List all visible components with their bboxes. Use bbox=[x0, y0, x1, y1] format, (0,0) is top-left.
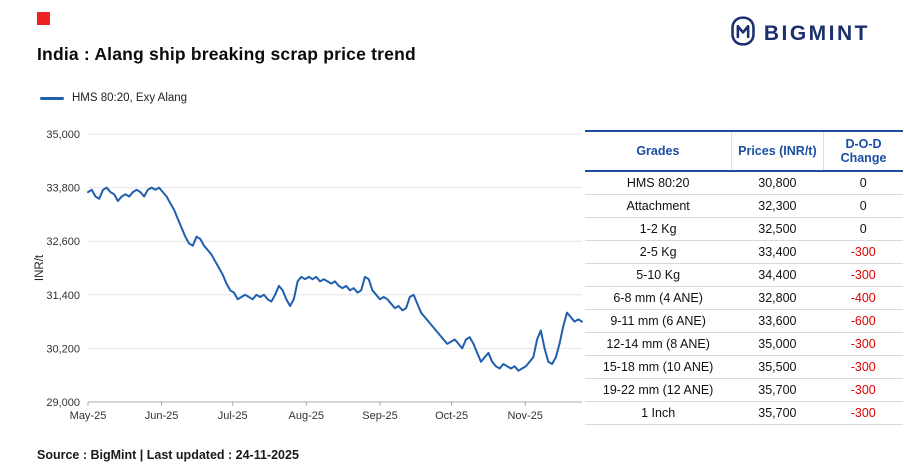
table-row: Attachment 32,300 0 bbox=[585, 194, 903, 218]
change-cell: -300 bbox=[823, 401, 903, 425]
source-note: Source : BigMint | Last updated : 24-11-… bbox=[37, 448, 299, 462]
price-table-container: Grades Prices (INR/t) D-O-D Change HMS 8… bbox=[585, 130, 903, 425]
price-cell: 32,800 bbox=[731, 286, 824, 310]
svg-text:31,400: 31,400 bbox=[46, 290, 80, 302]
price-cell: 32,300 bbox=[731, 194, 824, 218]
grade-cell: 1-2 Kg bbox=[585, 217, 732, 241]
svg-text:Sep-25: Sep-25 bbox=[362, 410, 397, 422]
change-cell: -300 bbox=[823, 240, 903, 264]
grade-cell: Attachment bbox=[585, 194, 732, 218]
svg-text:35,000: 35,000 bbox=[46, 129, 80, 141]
red-square-mark bbox=[37, 12, 50, 25]
bigmint-logo: BIGMINT bbox=[730, 16, 870, 51]
svg-text:32,600: 32,600 bbox=[46, 236, 80, 248]
table-row: HMS 80:20 30,800 0 bbox=[585, 171, 903, 195]
price-cell: 35,700 bbox=[731, 401, 824, 425]
price-table: Grades Prices (INR/t) D-O-D Change HMS 8… bbox=[585, 130, 903, 425]
table-header-row: Grades Prices (INR/t) D-O-D Change bbox=[585, 130, 903, 172]
change-cell: 0 bbox=[823, 194, 903, 218]
svg-text:INR/t: INR/t bbox=[34, 254, 46, 281]
grade-cell: 15-18 mm (10 ANE) bbox=[585, 355, 732, 379]
price-cell: 33,600 bbox=[731, 309, 824, 333]
svg-text:Oct-25: Oct-25 bbox=[435, 410, 468, 422]
grade-cell: 9-11 mm (6 ANE) bbox=[585, 309, 732, 333]
svg-text:Jul-25: Jul-25 bbox=[218, 410, 248, 422]
svg-text:33,800: 33,800 bbox=[46, 183, 80, 195]
grade-cell: 19-22 mm (12 ANE) bbox=[585, 378, 732, 402]
bigmint-logo-text: BIGMINT bbox=[763, 21, 870, 45]
svg-text:May-25: May-25 bbox=[70, 410, 107, 422]
dod-change-column-header: D-O-D Change bbox=[822, 130, 903, 172]
table-row: 1-2 Kg 32,500 0 bbox=[585, 217, 903, 241]
table-row: 2-5 Kg 33,400 -300 bbox=[585, 240, 903, 264]
svg-text:29,000: 29,000 bbox=[46, 397, 80, 409]
table-row: 6-8 mm (4 ANE) 32,800 -400 bbox=[585, 286, 903, 310]
legend-line-swatch bbox=[40, 96, 64, 100]
change-cell: -300 bbox=[823, 378, 903, 402]
change-cell: -600 bbox=[823, 309, 903, 333]
chart-legend: HMS 80:20, Exy Alang bbox=[40, 92, 187, 104]
change-cell: 0 bbox=[823, 217, 903, 241]
line-chart-canvas: 29,000 30,200 31,400 32,600 33,800 35,000 May-… bbox=[34, 129, 583, 422]
grades-column-header: Grades bbox=[585, 130, 732, 172]
price-cell: 30,800 bbox=[731, 171, 824, 195]
price-cell: 35,700 bbox=[731, 378, 824, 402]
table-row: 9-11 mm (6 ANE) 33,600 -600 bbox=[585, 309, 903, 333]
page-title: India : Alang ship breaking scrap price … bbox=[37, 44, 416, 64]
svg-text:Aug-25: Aug-25 bbox=[289, 410, 324, 422]
price-cell: 32,500 bbox=[731, 217, 824, 241]
table-row: 1 Inch 35,700 -300 bbox=[585, 401, 903, 425]
change-cell: -400 bbox=[823, 286, 903, 310]
grade-cell: HMS 80:20 bbox=[585, 171, 732, 195]
change-cell: -300 bbox=[823, 355, 903, 379]
svg-text:Jun-25: Jun-25 bbox=[145, 410, 179, 422]
legend-label: HMS 80:20, Exy Alang bbox=[72, 92, 188, 104]
table-row: 19-22 mm (12 ANE) 35,700 -300 bbox=[585, 378, 903, 402]
bigmint-logo-icon bbox=[730, 16, 756, 51]
price-trend-chart: 29,000 30,200 31,400 32,600 33,800 35,000 May-… bbox=[30, 118, 590, 424]
change-cell: -300 bbox=[823, 263, 903, 287]
prices-column-header: Prices (INR/t) bbox=[730, 130, 824, 172]
grade-cell: 1 Inch bbox=[585, 401, 732, 425]
price-cell: 35,000 bbox=[731, 332, 824, 356]
table-row: 5-10 Kg 34,400 -300 bbox=[585, 263, 903, 287]
grade-cell: 2-5 Kg bbox=[585, 240, 732, 264]
grade-cell: 5-10 Kg bbox=[585, 263, 732, 287]
svg-text:Nov-25: Nov-25 bbox=[507, 410, 542, 422]
grade-cell: 12-14 mm (8 ANE) bbox=[585, 332, 732, 356]
table-row: 15-18 mm (10 ANE) 35,500 -300 bbox=[585, 355, 903, 379]
table-row: 12-14 mm (8 ANE) 35,000 -300 bbox=[585, 332, 903, 356]
price-cell: 34,400 bbox=[731, 263, 824, 287]
change-cell: -300 bbox=[823, 332, 903, 356]
price-cell: 33,400 bbox=[731, 240, 824, 264]
svg-text:30,200: 30,200 bbox=[46, 343, 80, 355]
change-cell: 0 bbox=[823, 171, 903, 195]
grade-cell: 6-8 mm (4 ANE) bbox=[585, 286, 732, 310]
price-cell: 35,500 bbox=[731, 355, 824, 379]
